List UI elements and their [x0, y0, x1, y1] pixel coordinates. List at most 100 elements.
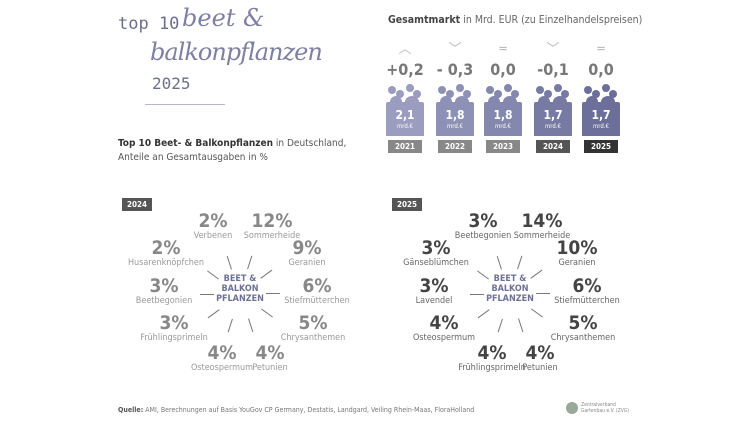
plant-name: Beetbegonien: [454, 231, 512, 241]
plant-item: 2% Verbenen: [194, 211, 233, 241]
title-line2: balkonpflanzen: [150, 38, 323, 66]
ray-line: [536, 293, 550, 294]
trend-down-icon: ﹀: [448, 42, 462, 57]
plant-name: Lavendel: [415, 296, 453, 306]
ray-line: [497, 318, 503, 333]
bar-fill: [386, 102, 424, 136]
market-column-2024: ﹀ -0,1 1,7 mrd.€ 2024: [530, 40, 576, 153]
plant-item: 4% Petunien: [522, 343, 557, 373]
change-value: 0,0: [490, 60, 516, 79]
year-label: 2022: [438, 140, 472, 153]
ray-line: [477, 309, 490, 319]
plant-item: 4% Petunien: [252, 343, 287, 373]
market-unit: mrd.€: [447, 123, 463, 130]
plant-share: 12%: [251, 210, 293, 232]
plant-share: 2%: [198, 210, 228, 232]
plant-item: 5% Chrysanthemen: [281, 313, 346, 343]
plant-item: 3% Gänseblümchen: [403, 238, 469, 268]
bar-fill: [534, 102, 572, 136]
plant-share: 4%: [477, 342, 507, 364]
plant-name: Beetbegonien: [135, 296, 193, 306]
ray-line: [470, 294, 484, 295]
plant-share: 14%: [521, 210, 563, 232]
ray-line: [207, 309, 220, 319]
market-column-2025: ═ 0,0 1,7 mrd.€ 2025: [578, 40, 624, 153]
ray-line: [517, 255, 523, 270]
year-label: 2025: [584, 140, 618, 153]
market-value: 1,8: [445, 108, 465, 122]
plant-share: 4%: [207, 342, 237, 364]
plant-share: 3%: [159, 312, 189, 334]
plant-share: 6%: [572, 275, 602, 297]
plant-name: Stiefmütterchen: [554, 296, 620, 306]
plant-item: 14% Sommerheide: [514, 211, 571, 241]
center-label-line: BALKON: [491, 284, 529, 294]
market-title-rest: in Mrd. EUR (zu Einzelhandelspreisen): [460, 14, 643, 26]
plant-name: Petunien: [252, 363, 288, 373]
center-label: BEET & BALKON PFLANZEN: [210, 274, 270, 304]
plant-share: 5%: [298, 312, 328, 334]
ray-line: [247, 255, 253, 270]
center-label-line: BEET &: [223, 274, 257, 284]
plant-item: 5% Chrysanthemen: [551, 313, 616, 343]
plant-share: 5%: [568, 312, 598, 334]
plant-item: 3% Beetbegonien: [455, 211, 511, 241]
change-value: - 0,3: [436, 60, 474, 79]
ray-line: [200, 294, 214, 295]
market-title: Gesamtmarkt in Mrd. EUR (zu Einzelhandel…: [388, 14, 642, 26]
ray-line: [266, 293, 280, 294]
bar-fill: [436, 102, 474, 136]
plant-name: Frühlingsprimeln: [458, 363, 526, 373]
market-value: 1,7: [543, 108, 563, 122]
market-value: 1,8: [493, 108, 513, 122]
market-column-2023: ═ 0,0 1,8 mrd.€ 2023: [480, 40, 526, 153]
plant-name: Chrysanthemen: [280, 333, 346, 343]
subtitle: Top 10 Beet- & Balkonpflanzen in Deutsch…: [118, 137, 346, 165]
plant-item: 4% Osteospermum: [191, 343, 253, 373]
subtitle-line2: Anteile an Gesamtausgaben in %: [118, 152, 268, 163]
plant-name: Frühlingsprimeln: [140, 333, 208, 343]
source-label: Quelle:: [118, 406, 144, 414]
plant-item: 4% Osteospermum: [413, 313, 475, 343]
zvg-logo-icon: [566, 402, 578, 414]
plant-name: Geranien: [558, 258, 596, 268]
center-label: BEET & BALKON PFLANZEN: [480, 274, 540, 304]
change-value: +0,2: [386, 60, 424, 79]
plant-share: 3%: [468, 210, 498, 232]
plant-item: 6% Stiefmütterchen: [284, 276, 350, 306]
ray-line: [531, 308, 543, 318]
year-badge: 2025: [392, 198, 423, 211]
plant-name: Osteospermum: [412, 333, 476, 343]
center-label-line: BALKON: [221, 284, 259, 294]
market-bar: 1,8 mrd.€: [484, 82, 522, 136]
plant-share: 3%: [149, 275, 179, 297]
market-unit: mrd.€: [545, 123, 561, 130]
change-value: 0,0: [588, 60, 614, 79]
market-column-2022: ﹀ - 0,3 1,8 mrd.€ 2022: [432, 40, 478, 153]
title-divider: [145, 104, 225, 105]
plant-name: Chrysanthemen: [550, 333, 616, 343]
title-top: top 10: [118, 14, 180, 34]
bar-fill: [582, 102, 620, 136]
market-column-2021: ︿ +0,2 2,1 mrd.€ 2021: [382, 40, 428, 153]
plant-name: Sommerheide: [243, 231, 301, 241]
year-label: 2024: [536, 140, 570, 153]
zvg-logo: Zentralverband Gartenbau e.V. (ZVG): [566, 402, 629, 414]
plant-share: 6%: [302, 275, 332, 297]
logo-line1: Zentralverband: [581, 402, 616, 408]
trend-down-icon: ﹀: [546, 42, 560, 57]
plant-item: 9% Geranien: [288, 238, 325, 268]
logo-line2: Gartenbau e.V. (ZVG): [581, 408, 630, 414]
plant-share: 3%: [421, 237, 451, 259]
plant-share: 4%: [525, 342, 555, 364]
plant-name: Verbenen: [193, 231, 233, 241]
plant-item: 3% Beetbegonien: [136, 276, 192, 306]
title-year: 2025: [152, 74, 191, 93]
trend-flat-icon: ═: [499, 42, 507, 57]
ray-line: [227, 318, 233, 333]
plant-item: 4% Frühlingsprimeln: [458, 343, 526, 373]
plant-item: 3% Frühlingsprimeln: [140, 313, 208, 343]
ray-line: [226, 255, 232, 270]
market-bar: 2,1 mrd.€: [386, 82, 424, 136]
year-badge: 2024: [122, 198, 153, 211]
